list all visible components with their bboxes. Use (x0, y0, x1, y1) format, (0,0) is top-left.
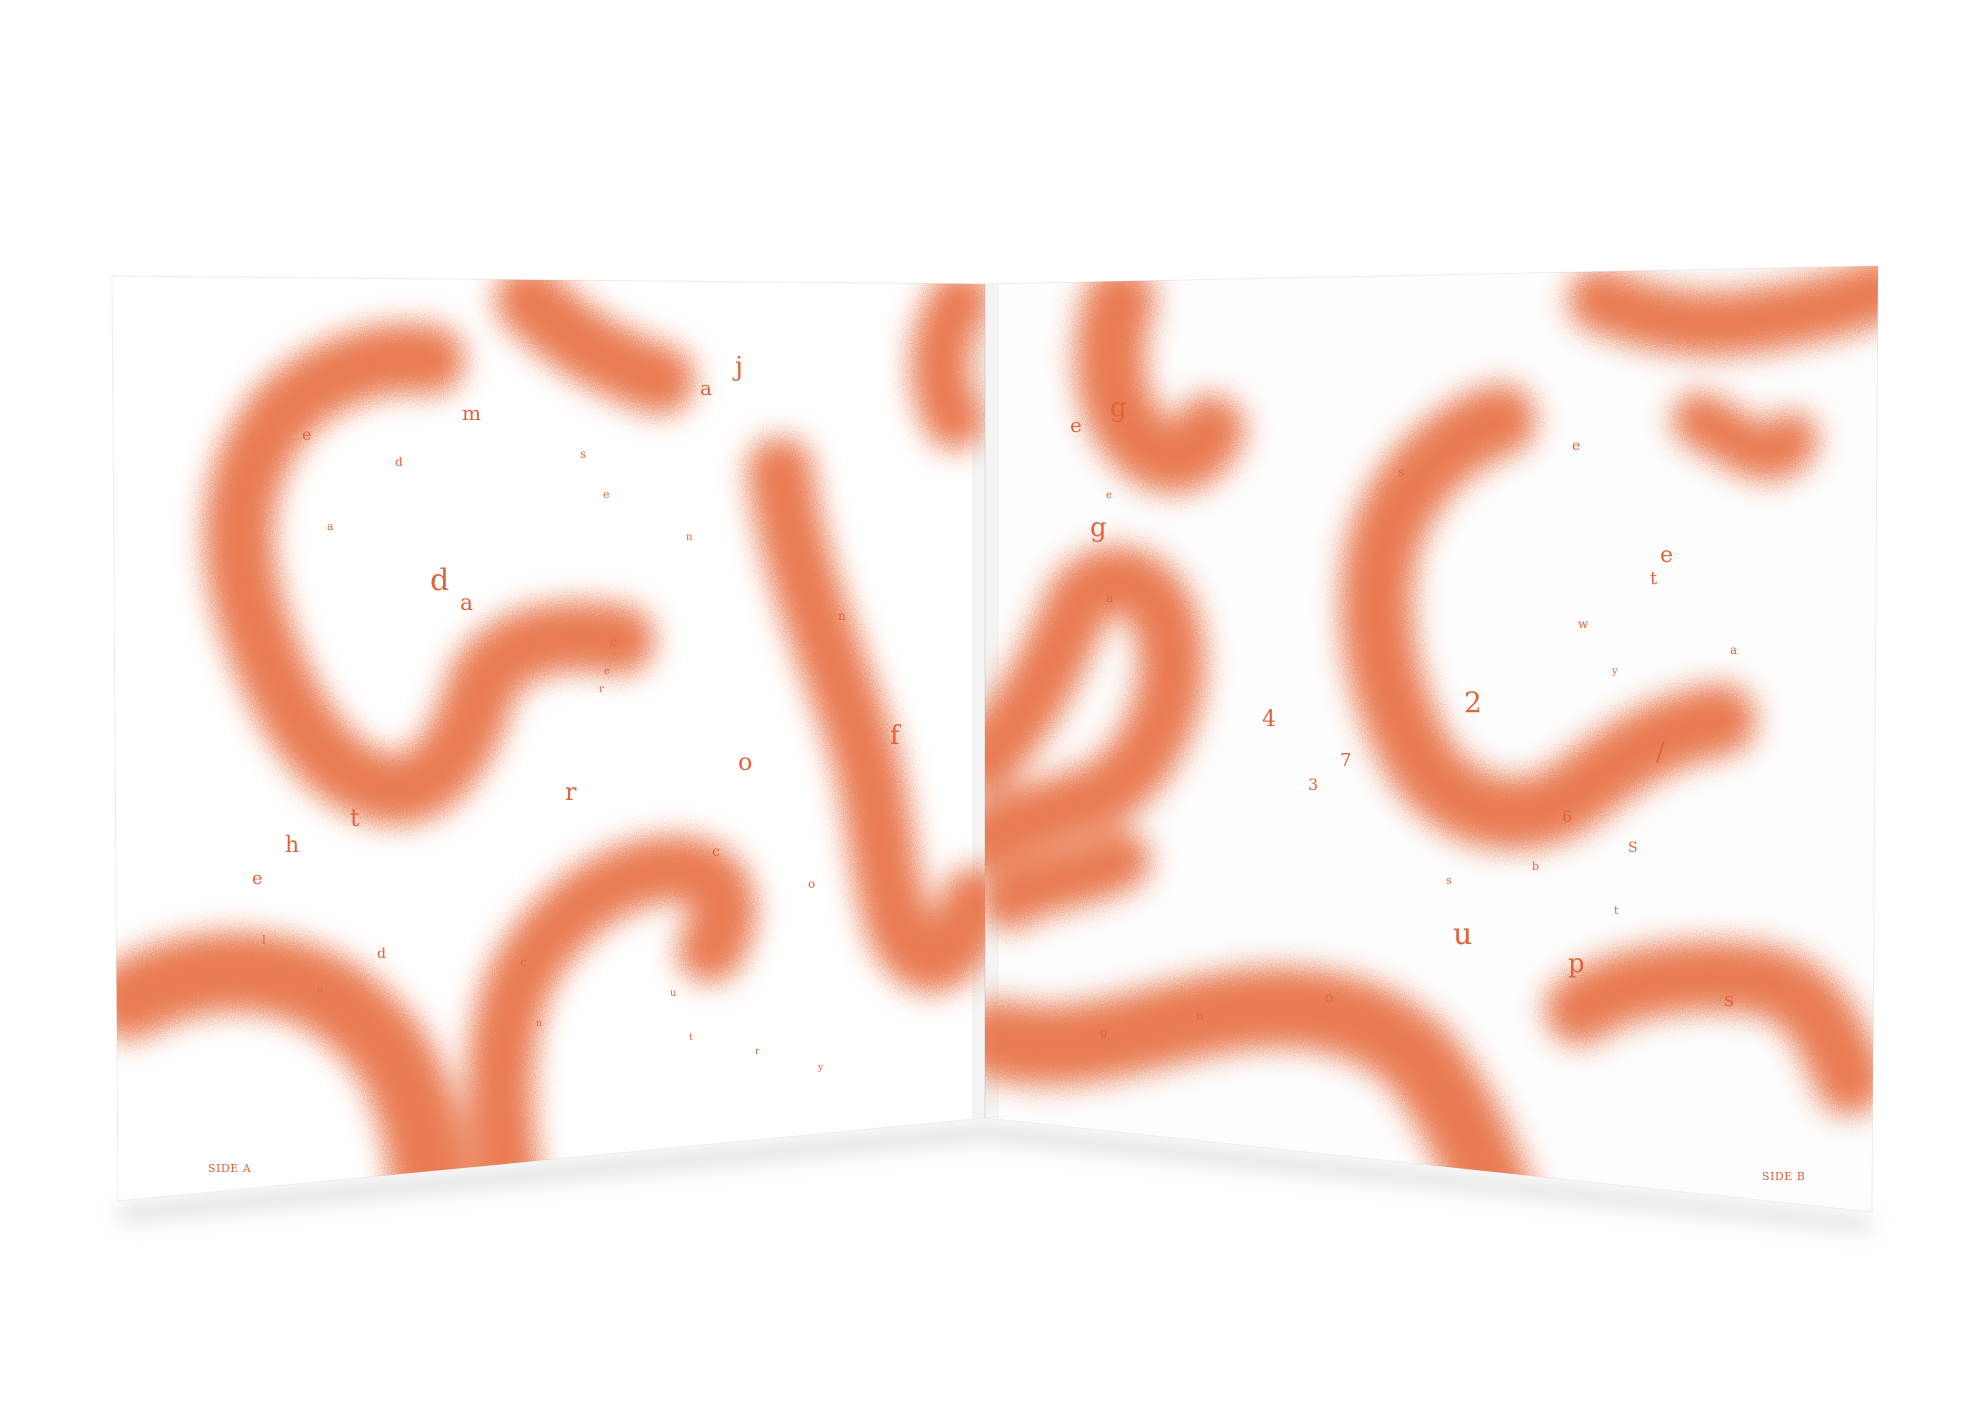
letter: h (285, 833, 299, 858)
letter: r (755, 1047, 760, 1057)
letter: e (252, 868, 263, 889)
letter: w (1578, 617, 1589, 631)
letter: o (738, 748, 752, 776)
letter: g (1100, 1025, 1108, 1039)
letter: a (700, 376, 712, 400)
letter: 4 (1262, 707, 1276, 732)
side-b-label: SIDE B (1762, 1170, 1805, 1183)
letter: s (1724, 987, 1734, 1011)
letter: c (520, 955, 527, 969)
letter: l (262, 933, 266, 947)
letter: 7 (1340, 750, 1351, 771)
letter: t (350, 804, 360, 832)
letter: / (1656, 737, 1665, 767)
letter: u (1453, 917, 1472, 952)
letter: e (1106, 490, 1112, 501)
letter: t (689, 1033, 693, 1043)
letter: c (610, 635, 617, 649)
left-blobs (112, 276, 985, 1201)
letter: a (1730, 643, 1737, 657)
right-letters: e g e g s e a t e w y a 4 2 / 3 7 6 S s … (1070, 393, 1737, 1039)
letter: 3 (1308, 775, 1318, 794)
letter: e (603, 488, 610, 501)
letter: e (1070, 413, 1082, 437)
letter: 2 (1464, 686, 1482, 719)
letter: o (317, 984, 323, 995)
side-a-label: SIDE A (208, 1162, 252, 1175)
cover-shadow (120, 1124, 1870, 1232)
letter: a (460, 591, 473, 616)
letter: 6 (1562, 807, 1572, 826)
letter: y (1611, 666, 1618, 677)
letter: g (1110, 393, 1127, 423)
letter: d (395, 455, 403, 469)
letter: b (1532, 860, 1539, 873)
letter: f (890, 721, 902, 751)
letter: t (1650, 568, 1658, 589)
letter: r (599, 684, 604, 695)
letter: p (1568, 949, 1585, 979)
letter: e (604, 666, 610, 677)
letter: e (302, 425, 311, 444)
letter: n (838, 609, 846, 623)
letter: t (1614, 904, 1619, 917)
letter: n (686, 532, 693, 543)
letter: c (712, 844, 720, 860)
letter: y (817, 1063, 824, 1073)
letter: e (1660, 543, 1673, 568)
letter: s (1446, 874, 1452, 887)
letter: d (377, 946, 386, 962)
letter: s (1398, 465, 1404, 479)
letter: a (327, 520, 334, 533)
letter: u (670, 988, 677, 999)
right-blobs (985, 266, 1878, 1212)
letter: g (1090, 513, 1107, 543)
letter: n (1196, 1009, 1204, 1023)
letter: n (536, 1019, 542, 1029)
letter: m (462, 401, 481, 425)
letter: j (732, 352, 743, 382)
letter: e (1572, 438, 1580, 454)
letter: o (1325, 990, 1333, 1006)
letter: r (565, 778, 577, 806)
letter: s (580, 447, 586, 461)
left-letters: e m a j s d e a n d a c e r n f o r t h … (252, 352, 902, 1073)
letter: S (1628, 840, 1638, 856)
letter: o (808, 877, 815, 891)
letter: a (1106, 591, 1113, 605)
letter: d (430, 563, 449, 598)
